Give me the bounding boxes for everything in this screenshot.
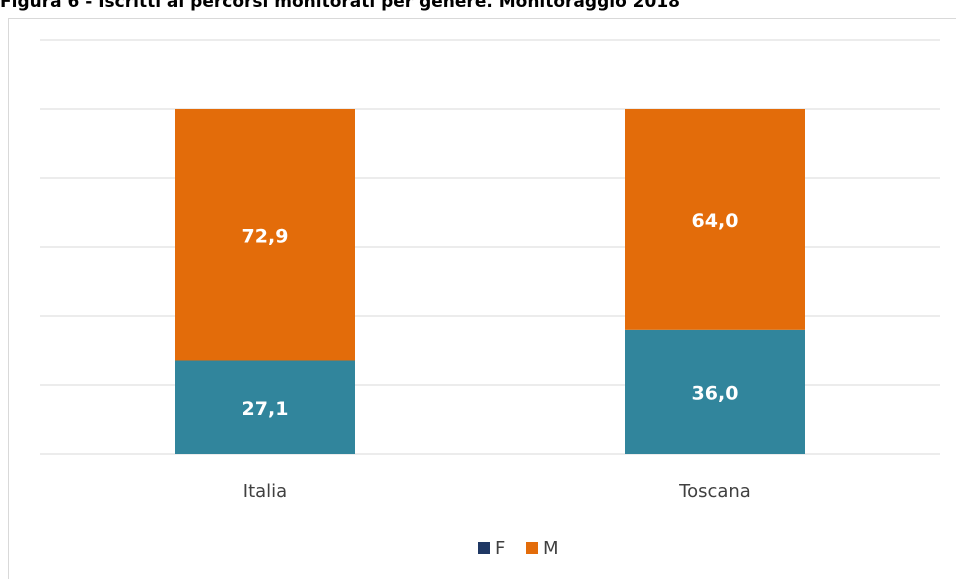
legend-swatch	[526, 542, 538, 554]
x-tick-label: Toscana	[678, 481, 751, 502]
legend-label: F	[495, 538, 505, 559]
bar-segment	[175, 360, 355, 454]
bar-segment	[175, 109, 355, 361]
legend-swatch	[478, 542, 490, 554]
bar-segment	[625, 329, 805, 454]
chart-title: Figura 6 - Iscritti ai percorsi monitora…	[0, 0, 680, 12]
data-label: 27,1	[242, 398, 289, 420]
data-label: 36,0	[692, 382, 739, 404]
data-label: 72,9	[242, 225, 289, 247]
chart-frame	[8, 18, 956, 579]
data-label: 64,0	[692, 210, 739, 232]
x-tick-label: Italia	[243, 481, 287, 502]
bar-segment	[625, 109, 805, 330]
legend-label: M	[543, 538, 559, 559]
